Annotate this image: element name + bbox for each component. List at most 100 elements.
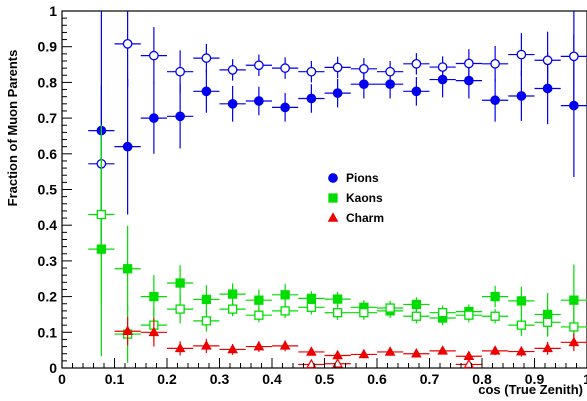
x-tick-label: 0.6 [367, 371, 387, 387]
open-square-marker [175, 304, 185, 314]
open-square-marker [516, 320, 527, 330]
legend-label: Kaons [346, 191, 383, 205]
y-tick-label: 0.9 [38, 39, 58, 55]
open-square-marker [254, 310, 264, 320]
kaon-point [175, 278, 185, 288]
open-circle-marker [280, 63, 290, 73]
pion-point [254, 96, 264, 106]
pion-point [359, 79, 369, 90]
charm-point [253, 340, 265, 351]
open-square-marker [569, 322, 579, 332]
y-tick-label: 0.4 [38, 217, 58, 233]
series-open-triangle [298, 357, 482, 369]
pion-point [280, 102, 290, 113]
y-tick-label: 1 [49, 3, 57, 19]
pion-point [332, 88, 343, 98]
x-tick-label: 0.4 [262, 371, 282, 387]
charm-point [201, 340, 212, 350]
kaon-point [332, 294, 343, 304]
open-square-marker [280, 306, 290, 316]
legend: Pions Kaons Charm [318, 166, 406, 232]
open-square-marker [385, 303, 395, 313]
open-circle-marker [542, 55, 553, 66]
x-tick-label: 0.3 [210, 371, 230, 387]
x-tick-label: 0.9 [525, 371, 545, 387]
kaon-point [569, 295, 579, 305]
open-square-marker [464, 310, 474, 320]
pion-point [149, 113, 159, 123]
kaon-point [516, 296, 527, 306]
y-tick-label: 0.2 [38, 289, 58, 305]
open-circle-marker [149, 50, 159, 61]
open-circle-marker [201, 53, 212, 63]
y-tick-label: 0.6 [38, 146, 58, 162]
charm-point [279, 340, 291, 350]
y-tick-label: 0.8 [38, 74, 58, 90]
open-circle-marker [411, 58, 422, 69]
pion-point [227, 98, 238, 109]
x-tick-label: 0.1 [105, 371, 125, 387]
x-tick-label: 0.8 [472, 371, 492, 387]
pion-point [411, 86, 422, 97]
open-circle-marker [227, 65, 238, 75]
open-circle-marker [385, 66, 395, 77]
open-circle-marker [437, 62, 448, 72]
pion-point [490, 95, 500, 106]
open-square-marker [359, 308, 369, 318]
x-tick-label: 0 [58, 371, 66, 387]
kaon-point [201, 294, 212, 305]
charm-point [384, 346, 396, 356]
charm-point [516, 345, 527, 356]
open-square-marker [490, 311, 500, 321]
pion-point [306, 93, 317, 104]
open-circle-marker [122, 38, 133, 49]
open-circle-marker [490, 58, 500, 69]
kaon-point [149, 291, 159, 302]
charm-point [174, 342, 186, 353]
open-square-marker [201, 316, 212, 326]
charm-point [327, 212, 339, 222]
pion-point [516, 91, 527, 101]
kaon-point [490, 291, 500, 302]
open-circle-marker [569, 51, 579, 62]
kaon-point [122, 264, 133, 274]
open-square-marker [96, 209, 107, 220]
open-circle-marker [306, 66, 317, 77]
x-tick-label: 0.2 [157, 371, 177, 387]
y-tick-label: 0.1 [38, 324, 58, 340]
x-tick-label: 1 [583, 371, 587, 387]
charm-point [411, 347, 422, 358]
open-square-marker [227, 304, 238, 314]
charm-point [489, 345, 501, 355]
pion-point [175, 111, 185, 122]
open-circle-marker [359, 63, 369, 74]
open-circle-marker [516, 49, 527, 60]
kaon-point [280, 290, 290, 300]
series-layer [88, 11, 587, 369]
x-tick-label: 0.5 [315, 371, 335, 387]
open-circle-marker [332, 62, 343, 73]
charm-point [306, 346, 317, 356]
kaon-point [254, 295, 264, 305]
charm-point [358, 348, 370, 359]
open-square-marker [332, 308, 343, 318]
open-square-marker [437, 308, 448, 318]
open-square-marker [306, 302, 317, 312]
x-tick-label: 0.7 [420, 371, 440, 387]
y-tick-label: 0.7 [38, 110, 58, 126]
kaon-point [411, 299, 422, 310]
charm-point [568, 336, 580, 347]
y-axis-label: Fraction of Muon Parents [5, 50, 20, 207]
pion-point [201, 86, 212, 97]
legend-label: Charm [346, 211, 384, 225]
open-square-marker [411, 311, 422, 321]
y-tick-label: 0.5 [38, 182, 58, 198]
open-circle-marker [464, 58, 474, 69]
open-circle-marker [254, 60, 264, 71]
charm-point [148, 326, 160, 337]
axis-layer: 0 0.1 0.2 0.3 0.4 0.5 0.6 0.7 0.8 0.9 1 0 0.1 0.2 0.3 0… [38, 3, 587, 387]
charm-point [437, 345, 448, 355]
legend-label: Pions [346, 171, 379, 185]
kaon-point [227, 289, 238, 299]
open-circle-marker [175, 66, 185, 77]
